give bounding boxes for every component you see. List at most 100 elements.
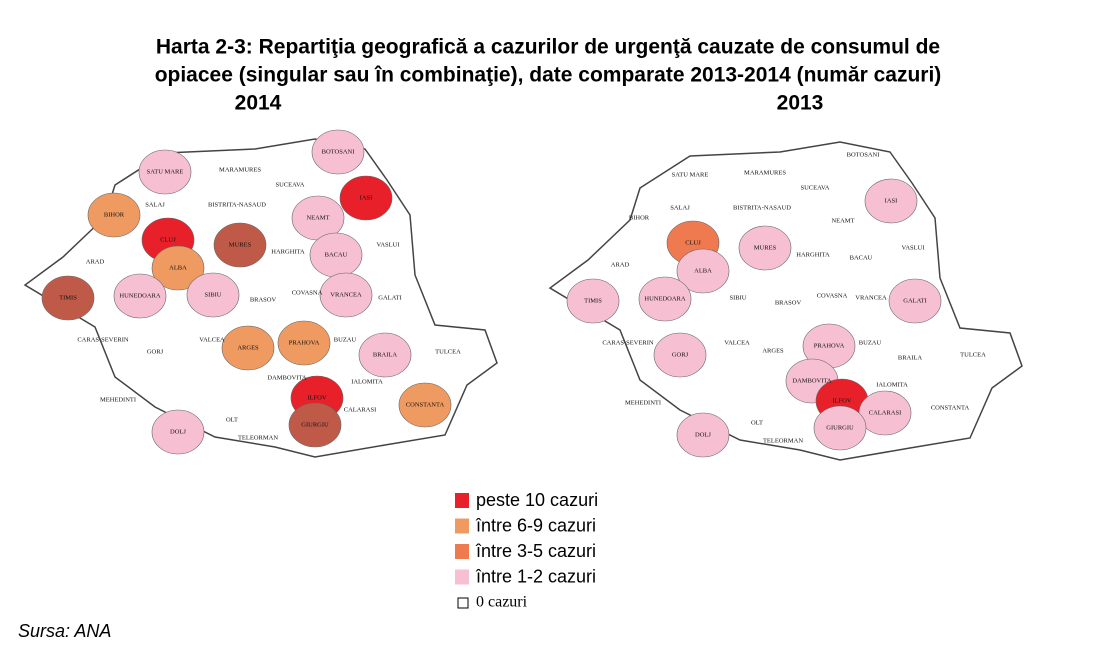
county-label: DOLJ (170, 428, 186, 435)
county-label: VASLUI (377, 241, 400, 248)
county-fill (113, 273, 167, 319)
county-label: COVASNA (292, 289, 323, 296)
county-fill (87, 192, 141, 238)
legend-swatch (455, 569, 469, 585)
county-fill (864, 178, 918, 224)
county-label: BACAU (850, 254, 873, 261)
county-fill (277, 320, 331, 366)
county-fill (138, 149, 192, 195)
county-label: HUNEDOARA (119, 292, 160, 299)
map: SATU MARE MARAMURES BOTOSANI IASI SUCEAVA BIH… (23, 129, 498, 458)
county-label: GIURGIU (301, 421, 329, 428)
county-label: ILFOV (832, 397, 851, 404)
legend-label: între 6-9 cazuri (475, 515, 596, 535)
county-label: BACAU (325, 251, 348, 258)
county-label: ARGES (762, 347, 784, 354)
county-label: OLT (226, 416, 238, 423)
county-fill (186, 272, 240, 318)
county-fill (888, 278, 942, 324)
county-fill (358, 332, 412, 378)
county-label: VRANCEA (855, 294, 887, 301)
county-label: SATU MARE (672, 171, 709, 178)
county-label: VASLUI (902, 244, 925, 251)
map-year: 2013 (777, 92, 824, 115)
county-label: CARAS-SEVERIN (602, 339, 654, 346)
county-label: SUCEAVA (800, 184, 829, 191)
county-label: CLUJ (685, 239, 701, 246)
legend-swatch (455, 544, 469, 559)
county-fill (151, 409, 205, 455)
county-label: DAMBOVITA (792, 377, 832, 384)
county-fill (221, 325, 275, 371)
county-label: IASI (360, 194, 373, 201)
county-label: DOLJ (695, 431, 711, 438)
county-label: PRAHOVA (814, 342, 845, 349)
county-label: ALBA (694, 267, 712, 274)
county-fill (151, 245, 205, 291)
source: Sursa: ANA (18, 621, 111, 641)
county-fill (398, 382, 452, 428)
county-label: GORJ (672, 351, 689, 358)
county-label: BUZAU (334, 336, 357, 343)
county-label: SALAJ (145, 201, 165, 208)
county-label: BRAILA (373, 351, 398, 358)
county-label: BRASOV (250, 296, 277, 303)
county-label: VRANCEA (330, 291, 362, 298)
county-label: BISTRITA-NASAUD (733, 204, 791, 211)
legend-swatch (455, 493, 469, 508)
county-label: BUZAU (859, 339, 882, 346)
county-label: MURES (754, 244, 777, 251)
county-label: MARAMURES (744, 169, 786, 176)
legend-swatch (457, 597, 469, 609)
county-label: HARGHITA (271, 248, 305, 255)
county-label: NEAMT (831, 217, 854, 224)
county-label: IALOMITA (876, 381, 908, 388)
county-label: MARAMURES (219, 166, 261, 173)
county-fill (288, 402, 342, 448)
county-label: DAMBOVITA (267, 374, 307, 381)
legend-label: peste 10 cazuri (476, 490, 598, 510)
county-label: HARGHITA (796, 251, 830, 258)
county-label: ARAD (86, 258, 105, 265)
county-label: TIMIS (59, 294, 77, 301)
county-fill (41, 275, 95, 321)
county-fill (319, 272, 373, 318)
county-label: ARGES (237, 344, 259, 351)
county-label: GALATI (378, 294, 401, 301)
county-label: TELEORMAN (238, 434, 278, 441)
legend-label: între 3-5 cazuri (475, 541, 596, 561)
county-label: IASI (885, 197, 898, 204)
county-label: GIURGIU (826, 424, 854, 431)
county-label: BOTOSANI (322, 148, 355, 155)
county-label: BIHOR (629, 214, 650, 221)
county-label: NEAMT (306, 214, 329, 221)
county-label: BISTRITA-NASAUD (208, 201, 266, 208)
county-label: GORJ (147, 348, 164, 355)
county-label: SUCEAVA (275, 181, 304, 188)
county-label: BOTOSANI (847, 151, 880, 158)
county-label: PRAHOVA (289, 339, 320, 346)
county-label: TIMIS (584, 297, 602, 304)
county-label: MURES (229, 241, 252, 248)
county-label: IALOMITA (351, 378, 383, 385)
county-label: MEHEDINTI (100, 396, 136, 403)
county-label: VALCEA (199, 336, 225, 343)
county-label: CLUJ (160, 236, 176, 243)
county-label: TELEORMAN (763, 437, 803, 444)
country-outline (548, 141, 1023, 461)
map: SATU MARE MARAMURES BOTOSANI IASI SUCEAVA BIH… (548, 141, 1023, 461)
county-fill (566, 278, 620, 324)
county-label: HUNEDOARA (644, 295, 685, 302)
title-line: opiacee (singular sau în combinaţie), da… (155, 64, 942, 87)
county-label: MEHEDINTI (625, 399, 661, 406)
county-label: SATU MARE (147, 168, 184, 175)
county-fill (676, 412, 730, 458)
county-label: GALATI (903, 297, 926, 304)
county-label: ILFOV (307, 394, 326, 401)
title-line: Harta 2-3: Repartiţia geografică a cazur… (156, 36, 940, 59)
legend-swatch (455, 518, 469, 534)
county-label: COVASNA (817, 292, 848, 299)
county-fill (653, 332, 707, 378)
county-label: BRASOV (775, 299, 802, 306)
